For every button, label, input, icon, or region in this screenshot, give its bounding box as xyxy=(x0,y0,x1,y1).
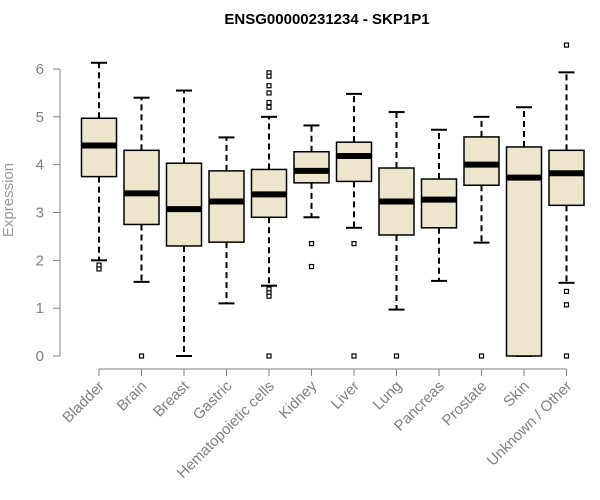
outlier-point xyxy=(563,353,570,359)
chart-title: ENSG00000231234 - SKP1P1 xyxy=(224,11,429,28)
box-liver xyxy=(335,92,373,359)
box-brain xyxy=(123,96,160,359)
outlier-point xyxy=(308,263,315,270)
box-lung xyxy=(378,111,415,359)
outlier-point xyxy=(266,293,272,299)
box-pancreas xyxy=(420,128,458,282)
outlier-point xyxy=(351,240,357,247)
outlier-point xyxy=(138,353,145,359)
y-tick-label: 4 xyxy=(36,157,44,174)
outlier-point xyxy=(563,42,570,48)
x-tick-label: Skin xyxy=(500,378,533,411)
box-iqr xyxy=(123,149,160,226)
box-hematopoietic-cells xyxy=(250,70,288,359)
box-gastric xyxy=(208,136,245,305)
outlier-point xyxy=(308,240,315,247)
y-axis-label: Expression xyxy=(0,163,17,237)
box-iqr xyxy=(335,141,373,183)
y-tick-label: 6 xyxy=(36,61,44,78)
box-iqr xyxy=(165,162,203,247)
outlier-point xyxy=(563,302,570,308)
box-prostate xyxy=(463,115,500,359)
x-tick-label: Breast xyxy=(150,377,193,420)
x-tick-label: Brain xyxy=(114,378,151,415)
outlier-point xyxy=(478,353,485,359)
box-skin xyxy=(505,106,543,357)
outlier-point xyxy=(266,104,272,110)
x-tick-label: Bladder xyxy=(59,378,108,427)
x-tick-label: Kidney xyxy=(276,377,321,422)
box-kidney xyxy=(293,124,330,270)
outlier-point xyxy=(393,353,400,359)
x-tick-label: Lung xyxy=(370,378,406,414)
box-iqr xyxy=(548,149,585,207)
outlier-point xyxy=(266,353,272,359)
outlier-point xyxy=(266,83,272,89)
box-iqr xyxy=(208,170,245,243)
outlier-point xyxy=(563,288,570,295)
y-tick-label: 3 xyxy=(36,205,44,222)
outlier-point xyxy=(266,99,272,106)
y-tick-label: 1 xyxy=(36,300,44,317)
outlier-point xyxy=(96,266,102,272)
y-tick-label: 2 xyxy=(36,252,44,269)
box-iqr xyxy=(463,136,500,186)
x-tick-label: Liver xyxy=(328,378,363,413)
y-axis: 0 1 2 3 4 5 6 xyxy=(36,61,61,365)
box-unknown-other xyxy=(548,42,585,359)
box-bladder xyxy=(80,61,118,272)
box-iqr xyxy=(505,146,543,357)
plot-area xyxy=(80,42,585,359)
outlier-point xyxy=(351,353,357,359)
box-iqr xyxy=(293,151,330,184)
box-iqr xyxy=(420,178,458,229)
y-tick-label: 5 xyxy=(36,109,44,126)
outlier-point xyxy=(266,90,272,96)
box-breast xyxy=(165,89,203,357)
x-tick-label: Prostate xyxy=(439,378,491,430)
outlier-point xyxy=(266,73,272,79)
y-tick-label: 0 xyxy=(36,348,44,365)
